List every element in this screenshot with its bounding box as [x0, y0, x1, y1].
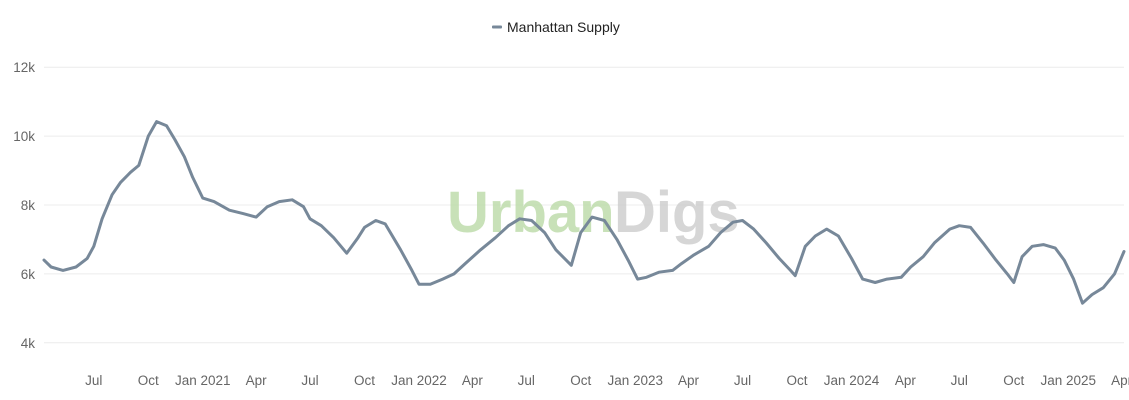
y-tick-label: 6k	[21, 267, 36, 282]
x-tick-label: Jul	[951, 373, 968, 388]
x-tick-label: Oct	[354, 373, 375, 388]
watermark-digs: Digs	[614, 180, 740, 245]
grid	[44, 66, 1124, 344]
x-tick-label: Jul	[734, 373, 751, 388]
watermark-logo: Urban Digs	[447, 180, 740, 245]
legend-label: Manhattan Supply	[507, 19, 620, 35]
legend[interactable]: Manhattan Supply	[492, 19, 620, 35]
x-axis: Jul Oct Jan 2021 Apr Jul Oct Jan 2022 Apr Jul Oct…	[85, 373, 1129, 388]
x-tick-label: Jul	[301, 373, 318, 388]
y-axis: 4k 6k 8k 10k 12k	[13, 60, 35, 351]
x-tick-label: Jan 2024	[824, 373, 880, 388]
y-tick-label: 12k	[13, 60, 35, 75]
x-tick-label: Oct	[786, 373, 807, 388]
x-tick-label: Jan 2022	[391, 373, 447, 388]
x-tick-label: Apr	[895, 373, 917, 388]
series-line-manhattan-supply[interactable]	[42, 120, 1126, 305]
watermark-urban: Urban	[447, 180, 615, 245]
x-tick-label: Oct	[1003, 373, 1024, 388]
x-tick-label: Apr	[1111, 373, 1129, 388]
y-tick-label: 8k	[21, 198, 36, 213]
x-tick-label: Jan 2021	[175, 373, 231, 388]
x-tick-label: Apr	[678, 373, 700, 388]
x-tick-label: Oct	[570, 373, 591, 388]
y-tick-label: 10k	[13, 129, 35, 144]
x-tick-label: Oct	[138, 373, 159, 388]
x-tick-label: Jan 2025	[1041, 373, 1097, 388]
series-layer	[42, 120, 1126, 305]
y-tick-label: 4k	[21, 336, 36, 351]
x-tick-label: Apr	[246, 373, 268, 388]
legend-swatch	[492, 25, 502, 29]
x-tick-label: Jul	[518, 373, 535, 388]
x-tick-label: Jul	[85, 373, 102, 388]
x-tick-label: Jan 2023	[607, 373, 663, 388]
x-tick-label: Apr	[462, 373, 484, 388]
